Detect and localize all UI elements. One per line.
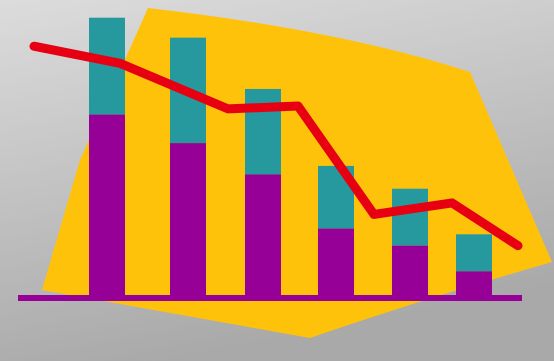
bar-lower-segment xyxy=(318,228,354,297)
bar-lower-segment xyxy=(392,245,428,297)
bar-upper-segment xyxy=(392,188,428,246)
bar-lower-segment xyxy=(245,174,281,297)
bar-lower-segment xyxy=(89,114,125,297)
bar-lower-segment xyxy=(170,143,206,297)
bar-lower-segment xyxy=(456,271,492,297)
bar-upper-segment xyxy=(245,88,281,175)
baseline xyxy=(18,295,522,301)
bar-upper-segment xyxy=(456,234,492,272)
trend-line xyxy=(29,41,523,251)
